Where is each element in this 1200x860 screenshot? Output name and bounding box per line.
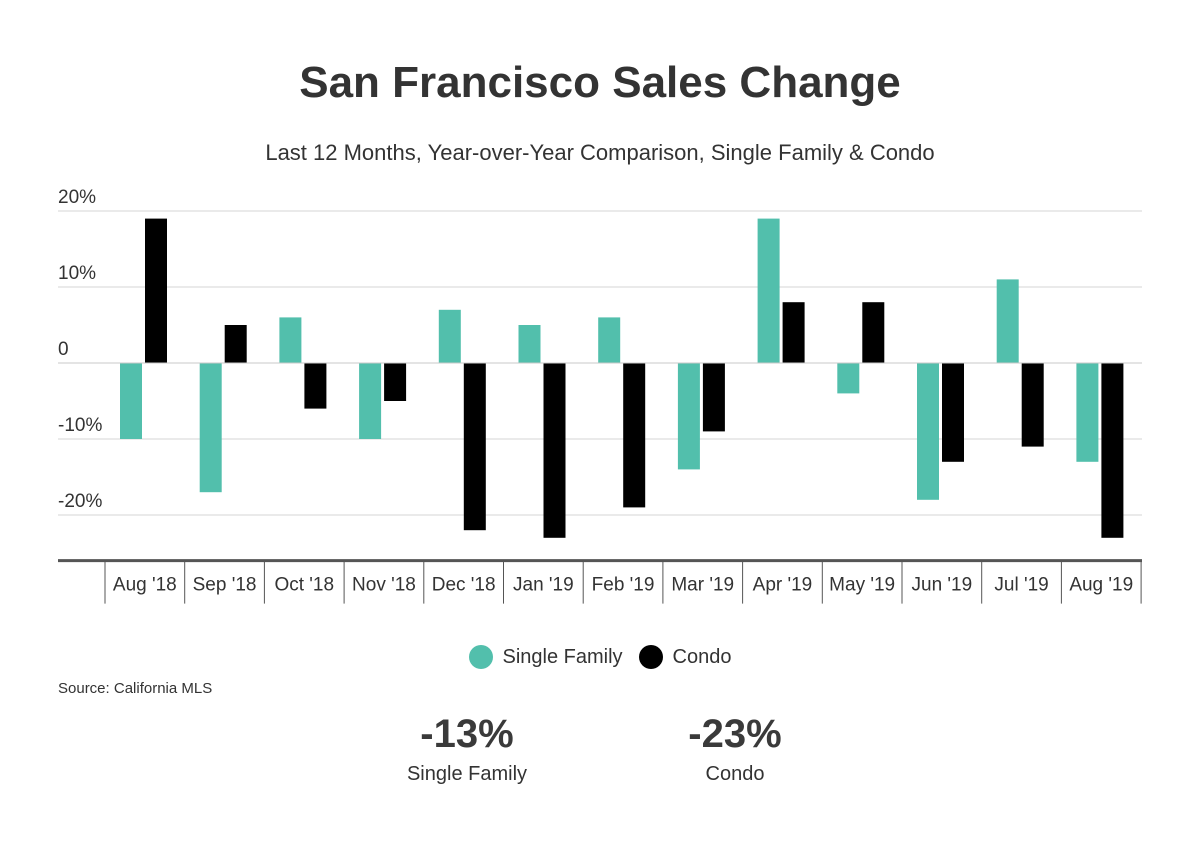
legend-swatch-single-family — [468, 645, 493, 669]
bar-0-3 — [359, 363, 382, 439]
x-tick-label-2: Oct '18 — [274, 575, 334, 596]
bar-1-11 — [1021, 363, 1044, 447]
summary-condo-label: Condo — [705, 763, 765, 785]
x-tick-label-3: Nov '18 — [352, 575, 416, 596]
legend-label-condo: Condo — [672, 645, 732, 668]
bar-1-1 — [224, 325, 247, 363]
chart-title: San Francisco Sales Change — [299, 58, 901, 107]
bar-chart: 20% 10% 0 -10% -20% Aug '18 Sep '18 Oct '18 Nov … — [58, 187, 1142, 604]
bar-1-2 — [304, 363, 327, 409]
bar-0-9 — [837, 363, 860, 394]
summary-condo-value: -23% — [688, 712, 782, 756]
x-tick-label-0: Aug '18 — [113, 575, 177, 596]
legend: Single Family Condo — [0, 645, 1200, 669]
x-tick-label-8: Apr '19 — [753, 575, 813, 596]
x-tick-label-12: Aug '19 — [1069, 575, 1133, 596]
bar-0-4 — [438, 309, 461, 363]
source-note: Source: California MLS — [58, 680, 213, 697]
legend-label-single-family: Single Family — [502, 645, 623, 668]
bar-1-12 — [1101, 363, 1124, 538]
bar-1-0 — [145, 218, 167, 363]
bar-0-7 — [677, 363, 700, 470]
bar-1-5 — [543, 363, 566, 538]
legend-swatch-condo — [638, 645, 663, 669]
y-tick-label-0: 20% — [58, 187, 96, 208]
x-tick-label-10: Jun '19 — [912, 575, 973, 596]
x-tick-label-11: Jul '19 — [994, 575, 1048, 596]
x-tick-label-7: Mar '19 — [671, 575, 734, 596]
legend-item-single-family: Single Family — [468, 645, 623, 669]
x-tick-label-1: Sep '18 — [193, 575, 257, 596]
bar-0-8 — [757, 218, 780, 363]
bar-1-6 — [623, 363, 646, 508]
x-tick-label-9: May '19 — [829, 575, 895, 596]
bar-0-10 — [917, 363, 939, 500]
x-tick-label-4: Dec '18 — [432, 575, 496, 596]
bar-1-9 — [862, 302, 885, 363]
bar-1-8 — [782, 302, 805, 363]
x-tick-label-5: Jan '19 — [513, 575, 574, 596]
bar-0-6 — [598, 317, 621, 363]
bar-1-7 — [702, 363, 725, 432]
y-tick-label-2: 0 — [58, 339, 69, 360]
bar-0-5 — [518, 325, 541, 363]
x-tick-label-6: Feb '19 — [592, 575, 655, 596]
summary-single-family-label: Single Family — [406, 763, 528, 785]
summary-condo: -23% Condo — [625, 712, 845, 786]
y-tick-label-1: 10% — [58, 263, 96, 284]
bar-1-10 — [942, 363, 964, 462]
chart-subtitle: Last 12 Months, Year-over-Year Compariso… — [265, 140, 935, 165]
bar-0-12 — [1076, 363, 1099, 462]
legend-item-condo: Condo — [638, 645, 732, 669]
summary-single-family: -13% Single Family — [357, 712, 577, 786]
bar-0-2 — [279, 317, 302, 363]
y-tick-label-3: -10% — [58, 415, 102, 436]
bar-0-1 — [199, 363, 222, 493]
summary-single-family-value: -13% — [420, 712, 514, 756]
bar-0-11 — [996, 279, 1019, 363]
bar-0-0 — [120, 363, 142, 439]
bar-1-4 — [463, 363, 486, 531]
y-tick-label-4: -20% — [58, 491, 102, 512]
bar-1-3 — [384, 363, 407, 401]
